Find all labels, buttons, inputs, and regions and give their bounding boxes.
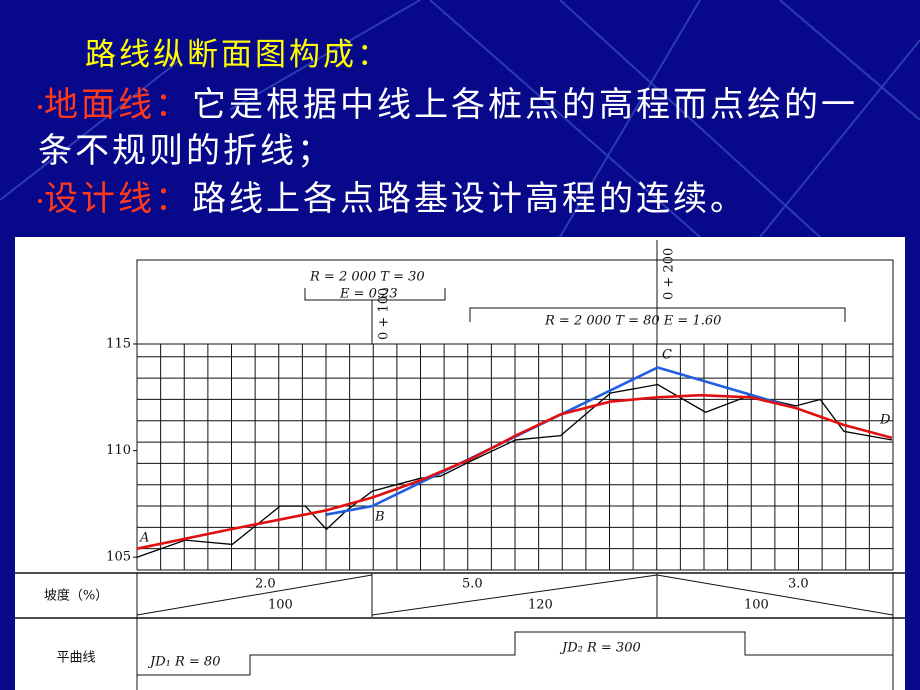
- bullet-text: 它是根据中线上各桩点的高程而点绘的一条不规则的折线；: [38, 85, 858, 171]
- y-tick-label: 110: [106, 443, 131, 458]
- station-label: 0 + 200: [662, 248, 677, 300]
- bullet: 地面线：它是根据中线上各桩点的高程而点绘的一条不规则的折线；: [38, 82, 888, 174]
- row-label: 平曲线: [56, 651, 95, 666]
- y-tick-label: 115: [106, 337, 131, 352]
- row-label: 坡度（%）: [44, 588, 108, 604]
- point-label: D: [879, 413, 891, 428]
- station-label: 0 + 100: [377, 288, 392, 340]
- bullet-term: 设计线：: [44, 179, 192, 219]
- curve-note: E = 0.23: [339, 287, 398, 302]
- y-tick-label: 105: [106, 550, 131, 565]
- grade: 2.0: [255, 577, 276, 592]
- curve-item: JD₁ R = 80: [147, 655, 220, 670]
- slide-title: 路线纵断面图构成：: [85, 37, 391, 73]
- length: 100: [744, 598, 769, 613]
- bullet: 设计线：路线上各点路基设计高程的连续。: [38, 176, 888, 222]
- profile-line: [136, 393, 893, 550]
- grade: 3.0: [788, 577, 809, 592]
- length: 100: [268, 598, 293, 613]
- bullet-text: 路线上各点路基设计高程的连续。: [192, 179, 747, 219]
- curve-item: JD₂ R = 300: [559, 641, 641, 656]
- curve-note: R = 2 000 T = 80 E = 1.60: [544, 314, 721, 329]
- grade: 5.0: [462, 577, 483, 592]
- bullet-term: 地面线：: [44, 85, 192, 125]
- point-label: A: [139, 531, 149, 546]
- point-label: C: [662, 348, 672, 363]
- point-label: B: [374, 510, 385, 525]
- length: 120: [528, 598, 553, 613]
- curve-note: R = 2 000 T = 30: [309, 270, 425, 285]
